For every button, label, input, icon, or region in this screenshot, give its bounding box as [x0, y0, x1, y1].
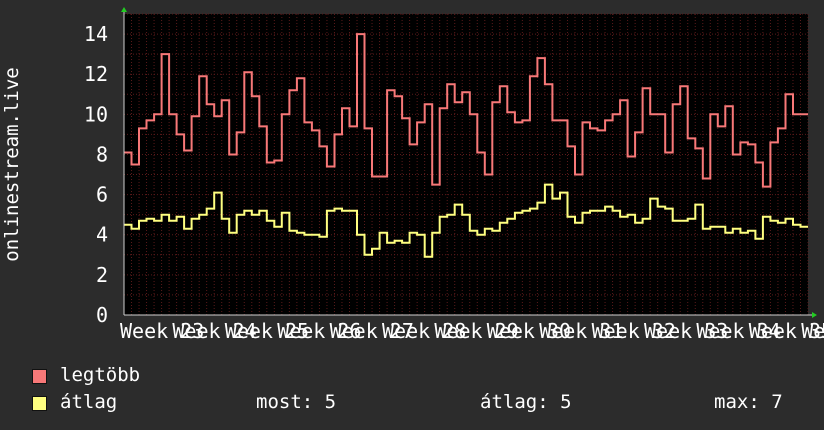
y-tick-label: 0: [96, 303, 108, 327]
legend-label-avg: átlag: [60, 391, 118, 413]
stat-max: max: 7: [714, 391, 783, 413]
x-tick-label: Week 29: [434, 319, 518, 343]
y-tick-label: 4: [96, 223, 108, 247]
legend-item-avg: átlag most: 5 átlag: 5 max: 7: [0, 391, 824, 419]
x-tick-label: Week 25: [225, 319, 309, 343]
x-tick-label: Week 34: [696, 319, 780, 343]
plot-area: [124, 14, 808, 315]
x-tick-label: Week 28: [382, 319, 466, 343]
legend-swatch-max: [32, 369, 47, 384]
y-axis-label: onlinestream.live: [1, 67, 23, 261]
x-tick-label: Week 30: [487, 319, 571, 343]
x-tick-label: Week 31: [539, 319, 623, 343]
y-axis-arrow: [121, 7, 127, 12]
y-tick-label: 2: [96, 263, 108, 287]
y-tick-label: 12: [84, 62, 108, 86]
series-line-max: [124, 33, 808, 188]
y-tick-label: 8: [96, 142, 108, 166]
x-tick-label: Week 23: [120, 319, 204, 343]
x-axis-arrow: [812, 312, 817, 318]
series-line-avg: [124, 183, 808, 258]
y-tick-label: 10: [84, 102, 108, 126]
x-tick-label: Week 27: [330, 319, 414, 343]
legend-item-max: legtöbb: [0, 364, 824, 392]
legend-label-max: legtöbb: [60, 364, 141, 386]
x-tick-label: Week 32: [592, 319, 676, 343]
stat-average: átlag: 5: [480, 391, 572, 413]
legend-swatch-avg: [32, 396, 47, 411]
x-tick-label: Week 33: [644, 319, 728, 343]
y-tick-label: 14: [84, 22, 108, 46]
x-tick-label: Week 35: [749, 319, 824, 343]
y-tick-label: 6: [96, 183, 108, 207]
x-tick-label: Week 26: [277, 319, 361, 343]
x-tick-label: Week 24: [172, 319, 256, 343]
stat-now: most: 5: [256, 391, 337, 413]
x-tick-label: Week 36: [801, 319, 824, 343]
